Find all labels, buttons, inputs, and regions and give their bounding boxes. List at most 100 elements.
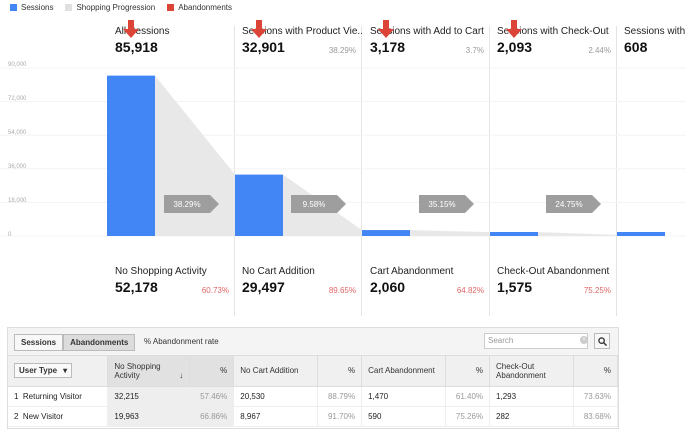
- chart-legend: Sessions Shopping Progression Abandonmen…: [10, 3, 232, 12]
- progression-area: [410, 230, 490, 236]
- conversion-rate: 38.29%: [164, 195, 210, 213]
- abandonment-table-panel: Sessions Abandonments % Abandonment rate…: [7, 327, 619, 429]
- abandonment-rate-label: % Abandonment rate: [144, 337, 219, 346]
- cell-pct: 83.68%: [573, 406, 619, 427]
- stage-product-views[interactable]: Sessions with Product Vie... 32,901 38.2…: [242, 26, 362, 66]
- abandonment-arrow-icon: [378, 20, 394, 38]
- search-button[interactable]: [594, 333, 610, 349]
- abandon-check-out[interactable]: Check-Out Abandonment 1,575 75.25%: [497, 266, 617, 316]
- column-label: No Shopping Activity: [114, 361, 161, 380]
- session-bar[interactable]: [235, 174, 283, 236]
- tab-sessions[interactable]: Sessions: [14, 334, 64, 351]
- shopping-funnel-chart: 90,000 72,000 54,000 36,000 18,000 0 All…: [0, 20, 686, 320]
- abandonment-arrow-icon: [251, 20, 267, 38]
- abandon-value: 52,178: [115, 279, 158, 295]
- abandonment-arrow-icon: [506, 20, 522, 38]
- conversion-rate: 35.15%: [419, 195, 465, 213]
- clear-search-icon[interactable]: ×: [580, 336, 588, 344]
- abandonment-arrow-icon: [123, 20, 139, 38]
- user-type-label: User Type: [19, 366, 58, 376]
- abandon-no-cart-addition[interactable]: No Cart Addition 29,497 89.65%: [242, 266, 362, 316]
- conversion-arrow: 35.15%: [419, 195, 474, 213]
- stage-value: 608: [624, 39, 648, 55]
- stage-check-out[interactable]: Sessions with Check-Out 2,093 2.44%: [497, 26, 617, 66]
- stage-value: 32,901: [242, 39, 285, 55]
- tab-abandonments[interactable]: Abandonments: [63, 334, 136, 351]
- abandon-name: Check-Out Abandonment: [497, 266, 610, 277]
- user-type-dropdown[interactable]: User Type ▾: [14, 363, 73, 379]
- session-bar[interactable]: [617, 232, 665, 236]
- stage-add-to-cart[interactable]: Sessions with Add to Cart 3,178 3.7%: [370, 26, 490, 66]
- cell-value: 590: [361, 406, 447, 427]
- stage-value: 3,178: [370, 39, 406, 55]
- col-check-out-abandonment[interactable]: Check-Out Abandonment: [489, 356, 574, 387]
- search-input[interactable]: Search: [484, 333, 588, 349]
- abandon-value: 29,497: [242, 279, 285, 295]
- cell-pct: 66.86%: [189, 406, 235, 427]
- stage-name: Sessions with T: [624, 26, 686, 37]
- row-user-type: Returning Visitor: [22, 391, 82, 401]
- abandon-value: 1,575: [497, 279, 533, 295]
- abandon-no-shopping[interactable]: No Shopping Activity 52,178 60.73%: [115, 266, 235, 316]
- y-tick: 36,000: [8, 164, 27, 170]
- col-pct[interactable]: %: [573, 356, 619, 387]
- abandon-name: No Shopping Activity: [115, 266, 207, 277]
- y-tick: 54,000: [8, 130, 27, 136]
- cell-value: 32,215: [107, 386, 191, 407]
- conversion-arrow: 9.58%: [291, 195, 346, 213]
- session-bar[interactable]: [107, 75, 155, 236]
- abandon-value: 2,060: [370, 279, 406, 295]
- sort-desc-icon: ↓: [179, 370, 184, 380]
- cell-pct: 75.26%: [445, 406, 491, 427]
- legend-label: Sessions: [21, 3, 54, 12]
- abandon-pct: 60.73%: [201, 286, 229, 295]
- legend-swatch-progression: [65, 4, 73, 11]
- row-user-type: New Visitor: [22, 411, 64, 421]
- cell-pct: 73.63%: [573, 386, 619, 407]
- col-user-type: User Type ▾: [8, 356, 109, 387]
- session-bar[interactable]: [362, 230, 410, 236]
- conversion-rate: 24.75%: [546, 195, 592, 213]
- y-tick: 90,000: [8, 62, 27, 68]
- stage-pct: 3.7%: [465, 46, 484, 55]
- cell-pct: 57.46%: [189, 386, 235, 407]
- table-row: 2 New Visitor 19,963 66.86% 8,967 91.70%…: [8, 406, 619, 427]
- col-no-shopping-activity[interactable]: No Shopping Activity ↓: [107, 356, 191, 387]
- legend-label: Shopping Progression: [76, 3, 156, 12]
- stage-pct: 38.29%: [328, 46, 356, 55]
- search-icon: [597, 336, 607, 346]
- legend-swatch-sessions: [10, 4, 17, 11]
- legend-sessions: Sessions: [10, 3, 53, 12]
- cell-value: 19,963: [107, 406, 191, 427]
- stage-transactions[interactable]: Sessions with T 608: [624, 26, 686, 66]
- row-label[interactable]: 1 Returning Visitor: [8, 386, 109, 407]
- abandon-pct: 64.82%: [456, 286, 484, 295]
- col-cart-abandonment[interactable]: Cart Abandonment: [361, 356, 447, 387]
- table-row: 1 Returning Visitor 32,215 57.46% 20,530…: [8, 386, 619, 407]
- cell-value: 282: [489, 406, 574, 427]
- cell-value: 8,967: [233, 406, 319, 427]
- stage-name: Sessions with Product Vie...: [242, 26, 362, 37]
- cell-pct: 61.40%: [445, 386, 491, 407]
- row-index: 1: [14, 391, 19, 401]
- cell-value: 20,530: [233, 386, 319, 407]
- stage-pct: 2.44%: [588, 46, 611, 55]
- abandon-cart[interactable]: Cart Abandonment 2,060 64.82%: [370, 266, 490, 316]
- y-tick: 72,000: [8, 96, 27, 102]
- row-index: 2: [14, 411, 19, 421]
- cell-pct: 91.70%: [317, 406, 363, 427]
- col-pct[interactable]: %: [317, 356, 363, 387]
- conversion-rate: 9.58%: [291, 195, 337, 213]
- session-bar[interactable]: [490, 232, 538, 236]
- col-no-cart-addition[interactable]: No Cart Addition: [233, 356, 319, 387]
- view-toggle: Sessions Abandonments: [14, 334, 136, 351]
- col-pct[interactable]: %: [445, 356, 491, 387]
- stage-all-sessions[interactable]: All Sessions 85,918: [115, 26, 235, 66]
- progression-area: [538, 232, 617, 236]
- legend-swatch-abandonments: [167, 4, 175, 11]
- stage-name: All Sessions: [115, 26, 170, 37]
- table-toolbar: Sessions Abandonments % Abandonment rate…: [8, 328, 618, 356]
- abandon-pct: 75.25%: [583, 286, 611, 295]
- col-pct[interactable]: %: [189, 356, 235, 387]
- row-label[interactable]: 2 New Visitor: [8, 406, 109, 427]
